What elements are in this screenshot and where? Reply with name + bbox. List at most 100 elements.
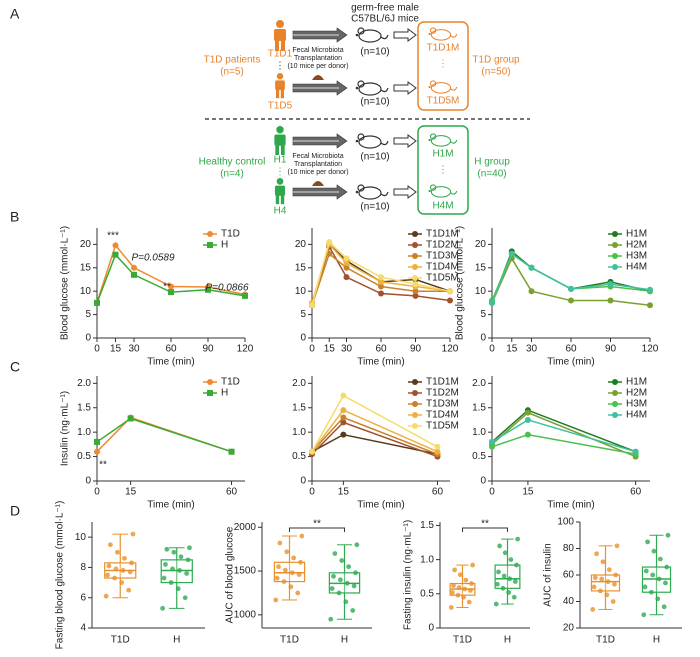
marker bbox=[489, 299, 495, 306]
point bbox=[170, 566, 175, 572]
legend-label: H bbox=[221, 388, 228, 399]
panel-letter: C bbox=[10, 359, 20, 375]
label: (n=4) bbox=[220, 169, 244, 180]
legend-marker bbox=[612, 379, 618, 385]
x-tick-label: 60 bbox=[165, 344, 177, 355]
point bbox=[164, 546, 170, 552]
point bbox=[604, 592, 610, 598]
x-tick-label: 30 bbox=[128, 344, 140, 355]
legend-marker bbox=[412, 412, 418, 418]
x-axis-title: Time (min) bbox=[547, 357, 594, 368]
y-tick-label: 0 bbox=[85, 476, 91, 487]
point bbox=[113, 566, 119, 572]
y-tick-label: 1.0 bbox=[77, 427, 91, 438]
y-axis-title: Blood glucose (mmol·L⁻¹) bbox=[60, 226, 71, 340]
point bbox=[353, 570, 358, 576]
y-tick-label: 10 bbox=[75, 532, 87, 543]
marker bbox=[94, 448, 100, 455]
legend-label: T1D1M bbox=[426, 229, 459, 240]
box bbox=[160, 559, 193, 584]
label: (n=10) bbox=[360, 97, 389, 108]
x-tick-label: 60 bbox=[565, 344, 577, 355]
y-axis-title: Fasting insulin (ng·mL⁻¹) bbox=[403, 520, 414, 630]
point bbox=[281, 579, 287, 584]
marker bbox=[489, 438, 495, 445]
y-tick-label: 2000 bbox=[234, 522, 257, 533]
point bbox=[331, 573, 336, 579]
point bbox=[328, 616, 334, 622]
y-tick-label: 5 bbox=[85, 309, 91, 320]
legend-marker bbox=[612, 242, 618, 248]
x-axis-title: Time (min) bbox=[357, 500, 404, 511]
point bbox=[590, 607, 596, 612]
marker bbox=[447, 297, 453, 304]
legend-marker bbox=[412, 401, 418, 407]
ellipsis: ⋮ bbox=[275, 61, 285, 72]
label: H group bbox=[474, 157, 510, 168]
panel-letter: A bbox=[10, 6, 20, 22]
x-tick-label: T1D bbox=[280, 635, 299, 646]
y-tick-label: 0.5 bbox=[472, 451, 486, 462]
marker bbox=[343, 260, 350, 267]
legend-marker bbox=[207, 379, 213, 385]
marker bbox=[168, 289, 174, 296]
stool-icon bbox=[312, 75, 324, 80]
label: T1D5 bbox=[268, 101, 293, 112]
point bbox=[650, 572, 656, 578]
y-tick-label: 1.5 bbox=[420, 520, 434, 531]
point bbox=[129, 560, 134, 566]
legend-label: H3M bbox=[626, 399, 647, 410]
y-tick-label: 40 bbox=[563, 596, 575, 607]
series-line bbox=[96, 253, 246, 304]
point bbox=[500, 585, 506, 591]
person-icon bbox=[274, 20, 286, 51]
x-tick-label: 0 bbox=[489, 344, 495, 355]
y-tick-label: 0 bbox=[300, 333, 306, 344]
point bbox=[161, 575, 167, 581]
legend-marker bbox=[412, 390, 418, 396]
point bbox=[175, 586, 181, 592]
point bbox=[645, 539, 650, 545]
marker bbox=[412, 292, 419, 299]
legend-label: T1D5M bbox=[426, 273, 459, 284]
y-tick-label: 0.5 bbox=[292, 451, 306, 462]
label: Fecal Microbiota bbox=[292, 47, 343, 54]
x-tick-label: 0 bbox=[309, 487, 315, 498]
marker bbox=[168, 283, 174, 290]
point bbox=[106, 563, 112, 569]
ellipsis: ⋮ bbox=[438, 59, 448, 70]
x-tick-label: 0 bbox=[309, 344, 315, 355]
y-axis-title: AUC of insulin bbox=[543, 543, 554, 606]
point bbox=[661, 604, 667, 610]
mouse-icon bbox=[355, 133, 389, 149]
marker bbox=[112, 251, 119, 258]
legend-label: H bbox=[221, 240, 228, 251]
marker bbox=[94, 438, 100, 445]
marker bbox=[524, 431, 531, 438]
point bbox=[591, 584, 597, 590]
legend-label: H3M bbox=[626, 251, 647, 262]
point bbox=[610, 599, 616, 604]
marker bbox=[528, 264, 535, 271]
point bbox=[493, 601, 499, 607]
y-tick-label: 2.0 bbox=[472, 378, 486, 389]
y-tick-label: 20 bbox=[475, 239, 487, 250]
point bbox=[115, 549, 120, 555]
point bbox=[461, 594, 467, 600]
y-axis-title: Blood glucose (mmol·L⁻¹) bbox=[455, 226, 466, 340]
x-tick-label: 120 bbox=[442, 344, 459, 355]
point bbox=[276, 564, 281, 570]
x-tick-label: 15 bbox=[522, 487, 534, 498]
point bbox=[612, 581, 617, 587]
legend-label: T1D2M bbox=[426, 388, 459, 399]
point bbox=[462, 586, 468, 592]
point bbox=[466, 599, 472, 605]
diagram: germ-free male C57BL/6J mice T1D patient… bbox=[199, 3, 530, 217]
annotation: P=0.0589 bbox=[131, 253, 175, 264]
y-tick-label: 6 bbox=[80, 592, 86, 603]
point bbox=[354, 542, 360, 548]
group-box bbox=[417, 125, 469, 215]
y-tick-label: 10 bbox=[295, 286, 307, 297]
marker bbox=[434, 443, 441, 450]
box bbox=[590, 574, 621, 592]
